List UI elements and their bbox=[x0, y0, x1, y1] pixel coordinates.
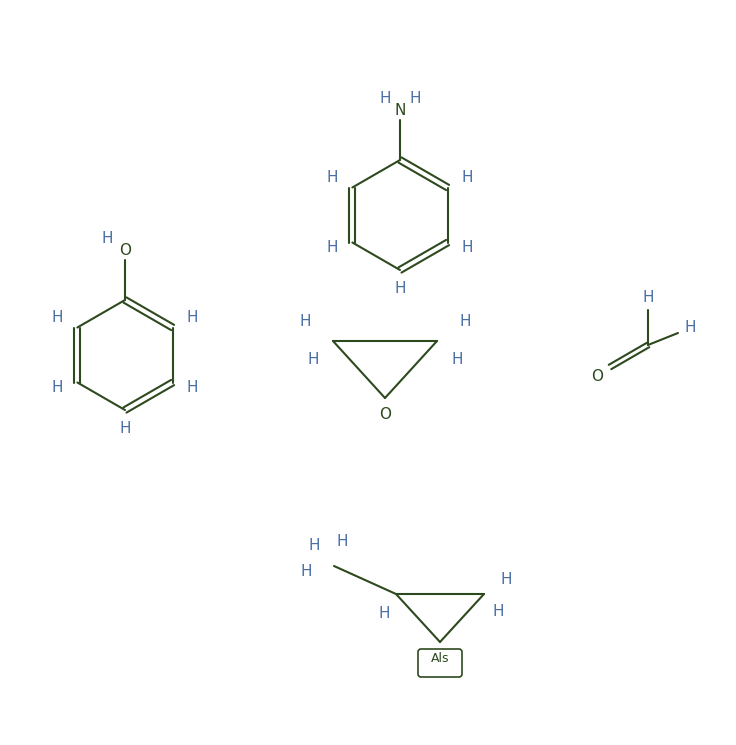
Text: H: H bbox=[492, 604, 503, 620]
Text: H: H bbox=[462, 240, 473, 255]
Text: H: H bbox=[336, 534, 347, 550]
Text: H: H bbox=[300, 563, 312, 579]
Text: O: O bbox=[591, 369, 603, 384]
Text: O: O bbox=[119, 243, 131, 258]
Text: H: H bbox=[307, 352, 319, 367]
Text: H: H bbox=[300, 314, 311, 329]
Text: H: H bbox=[379, 90, 391, 106]
Text: H: H bbox=[327, 170, 338, 185]
Text: Als: Als bbox=[431, 653, 449, 665]
Text: H: H bbox=[409, 90, 421, 106]
Text: H: H bbox=[459, 314, 471, 329]
Text: H: H bbox=[643, 290, 654, 305]
Text: H: H bbox=[394, 281, 406, 296]
Text: N: N bbox=[394, 103, 406, 118]
Text: H: H bbox=[327, 240, 338, 255]
Text: H: H bbox=[462, 170, 473, 185]
Text: H: H bbox=[119, 420, 131, 436]
Text: H: H bbox=[187, 380, 199, 395]
Text: O: O bbox=[379, 407, 391, 422]
Text: H: H bbox=[451, 352, 463, 367]
Text: H: H bbox=[378, 606, 390, 621]
Text: H: H bbox=[52, 380, 63, 395]
Text: H: H bbox=[187, 310, 199, 325]
Text: H: H bbox=[102, 230, 113, 246]
Text: H: H bbox=[500, 572, 512, 588]
FancyBboxPatch shape bbox=[418, 649, 462, 677]
Text: H: H bbox=[684, 320, 696, 335]
Text: H: H bbox=[52, 310, 63, 325]
Text: H: H bbox=[308, 539, 319, 554]
